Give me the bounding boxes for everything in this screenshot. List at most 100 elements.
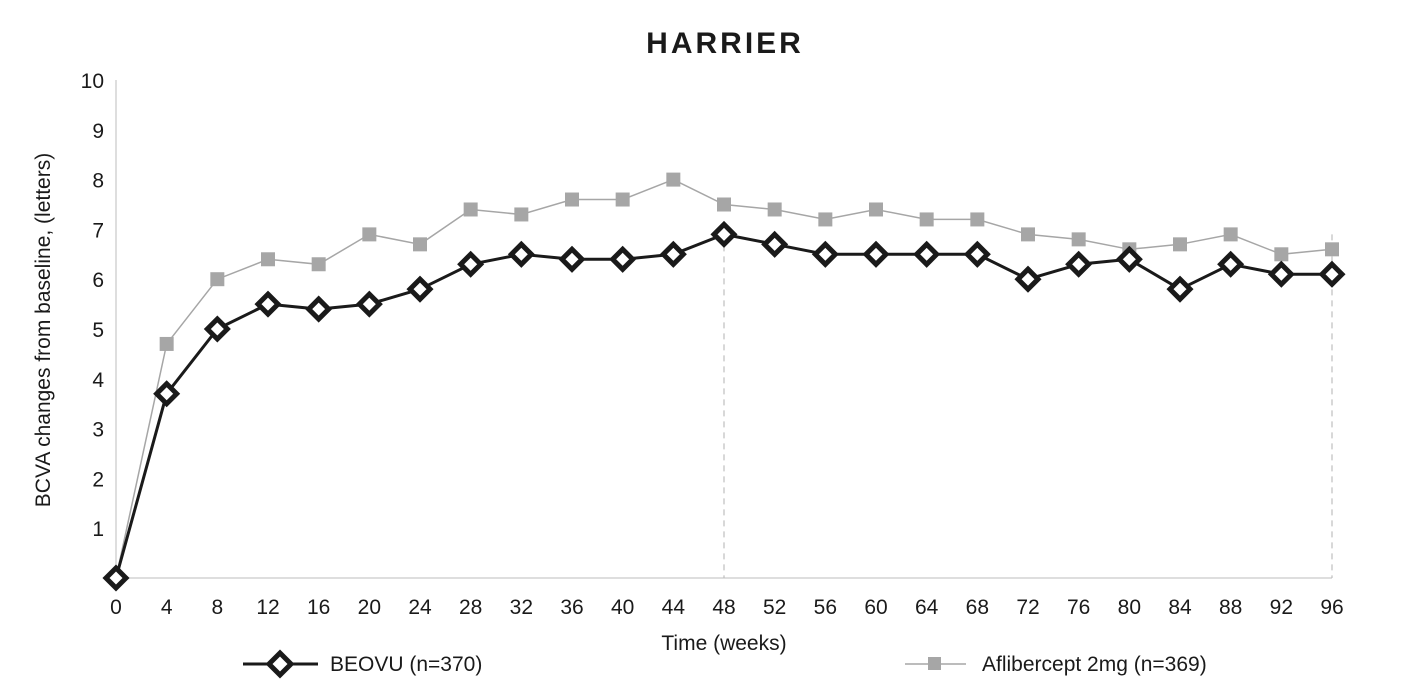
- legend-marker-beovu: [265, 649, 295, 679]
- point-beovu-week-52: [761, 230, 789, 258]
- point-beovu-week-92: [1267, 260, 1295, 288]
- x-tick-label-52: 52: [763, 596, 786, 619]
- y-tick-label-4: 4: [92, 369, 104, 392]
- x-tick-label-8: 8: [211, 596, 223, 619]
- point-aflibercept-week-8: [210, 272, 225, 287]
- x-tick-label-84: 84: [1168, 596, 1192, 619]
- y-tick-label-8: 8: [92, 170, 104, 193]
- point-aflibercept-week-52: [767, 202, 782, 217]
- point-aflibercept-week-32: [514, 207, 529, 222]
- point-aflibercept-week-60: [869, 202, 883, 217]
- x-tick-label-64: 64: [915, 596, 939, 619]
- x-tick-label-76: 76: [1067, 596, 1090, 619]
- y-tick-label-9: 9: [92, 120, 104, 143]
- y-tick-label-7: 7: [92, 219, 104, 242]
- x-tick-label-16: 16: [307, 596, 330, 619]
- legend-item-beovu: BEOVU (n=370): [243, 649, 482, 679]
- x-tick-label-60: 60: [864, 596, 887, 619]
- x-tick-label-0: 0: [110, 596, 122, 619]
- point-aflibercept-week-84: [1173, 237, 1187, 252]
- x-tick-label-80: 80: [1118, 596, 1141, 619]
- point-aflibercept-week-64: [919, 212, 934, 227]
- x-tick-label-44: 44: [662, 596, 686, 619]
- point-beovu-week-28: [457, 250, 485, 278]
- reference-lines: [723, 234, 1333, 578]
- point-beovu-week-24: [406, 275, 434, 303]
- x-tick-label-36: 36: [560, 596, 583, 619]
- point-beovu-week-80: [1115, 245, 1143, 273]
- x-tick-label-92: 92: [1270, 596, 1293, 619]
- x-axis-label: Time (weeks): [661, 632, 786, 655]
- x-tick-label-72: 72: [1016, 596, 1039, 619]
- point-beovu-week-60: [862, 240, 890, 268]
- point-beovu-week-8: [203, 315, 231, 343]
- point-beovu-week-96: [1318, 260, 1346, 288]
- point-aflibercept-week-68: [970, 212, 985, 227]
- point-aflibercept-week-20: [362, 227, 377, 242]
- legend-label-beovu: BEOVU (n=370): [330, 653, 482, 676]
- x-tick-label-48: 48: [712, 596, 735, 619]
- point-aflibercept-week-92: [1274, 247, 1289, 262]
- point-aflibercept-week-48: [717, 197, 731, 212]
- point-beovu-week-32: [507, 240, 535, 268]
- x-tick-label-68: 68: [966, 596, 989, 619]
- x-tick-label-4: 4: [161, 596, 173, 619]
- x-tick-label-56: 56: [814, 596, 837, 619]
- point-beovu-week-44: [659, 240, 687, 268]
- point-aflibercept-week-24: [413, 237, 427, 252]
- point-beovu-week-88: [1217, 250, 1245, 278]
- series-layer: [102, 172, 1346, 592]
- point-aflibercept-week-12: [261, 252, 275, 267]
- x-tick-label-40: 40: [611, 596, 634, 619]
- x-tick-label-28: 28: [459, 596, 482, 619]
- point-beovu-week-48: [710, 220, 738, 248]
- point-aflibercept-week-76: [1071, 232, 1086, 247]
- y-tick-label-10: 10: [81, 70, 104, 93]
- point-beovu-week-20: [355, 290, 383, 318]
- point-beovu-week-64: [913, 240, 941, 268]
- point-beovu-week-0: [102, 564, 130, 592]
- legend-item-aflibercept: Aflibercept 2mg (n=369): [905, 653, 1207, 676]
- point-beovu-week-72: [1014, 265, 1042, 293]
- point-aflibercept-week-44: [666, 172, 681, 187]
- point-beovu-week-4: [153, 380, 181, 408]
- point-beovu-week-84: [1166, 275, 1194, 303]
- series-line-beovu: [114, 232, 1332, 579]
- y-tick-label-2: 2: [92, 468, 104, 491]
- point-aflibercept-week-28: [463, 202, 478, 217]
- point-aflibercept-week-72: [1021, 227, 1035, 242]
- point-beovu-week-76: [1065, 250, 1093, 278]
- y-axis-label: BCVA changes from baseline, (letters): [32, 153, 55, 507]
- point-beovu-week-12: [254, 290, 282, 318]
- point-aflibercept-week-56: [818, 212, 833, 227]
- y-tick-labels: 1 2 3 4 5 6 7 8 9 10: [81, 70, 105, 541]
- point-beovu-week-68: [963, 240, 991, 268]
- x-tick-label-12: 12: [256, 596, 279, 619]
- chart-title: HARRIER: [646, 27, 804, 60]
- point-aflibercept-week-16: [311, 257, 326, 272]
- point-aflibercept-week-4: [159, 336, 174, 351]
- legend-label-aflibercept: Aflibercept 2mg (n=369): [982, 653, 1207, 676]
- x-tick-label-24: 24: [408, 596, 432, 619]
- x-tick-label-88: 88: [1219, 596, 1242, 619]
- point-aflibercept-week-36: [565, 192, 579, 207]
- y-tick-label-1: 1: [92, 518, 104, 541]
- point-aflibercept-week-96: [1325, 242, 1339, 257]
- x-tick-labels: 0 4 8 12 16 20 24 28 32 36 40 44 48 52 56 60 64 68 72 76 80 8…: [110, 596, 1344, 619]
- y-tick-label-3: 3: [92, 419, 104, 442]
- point-beovu-week-56: [811, 240, 839, 268]
- point-aflibercept-week-88: [1223, 227, 1238, 242]
- series-beovu: [102, 220, 1346, 592]
- point-aflibercept-week-40: [615, 192, 630, 207]
- legend-marker-aflibercept: [928, 657, 941, 670]
- legend: BEOVU (n=370) Aflibercept 2mg (n=369): [243, 649, 1207, 679]
- point-beovu-week-16: [305, 295, 333, 323]
- y-tick-label-6: 6: [92, 269, 104, 292]
- y-tick-label-5: 5: [92, 319, 104, 342]
- x-tick-label-32: 32: [510, 596, 533, 619]
- point-beovu-week-40: [609, 245, 637, 273]
- x-tick-label-96: 96: [1320, 596, 1343, 619]
- point-beovu-week-36: [558, 245, 586, 273]
